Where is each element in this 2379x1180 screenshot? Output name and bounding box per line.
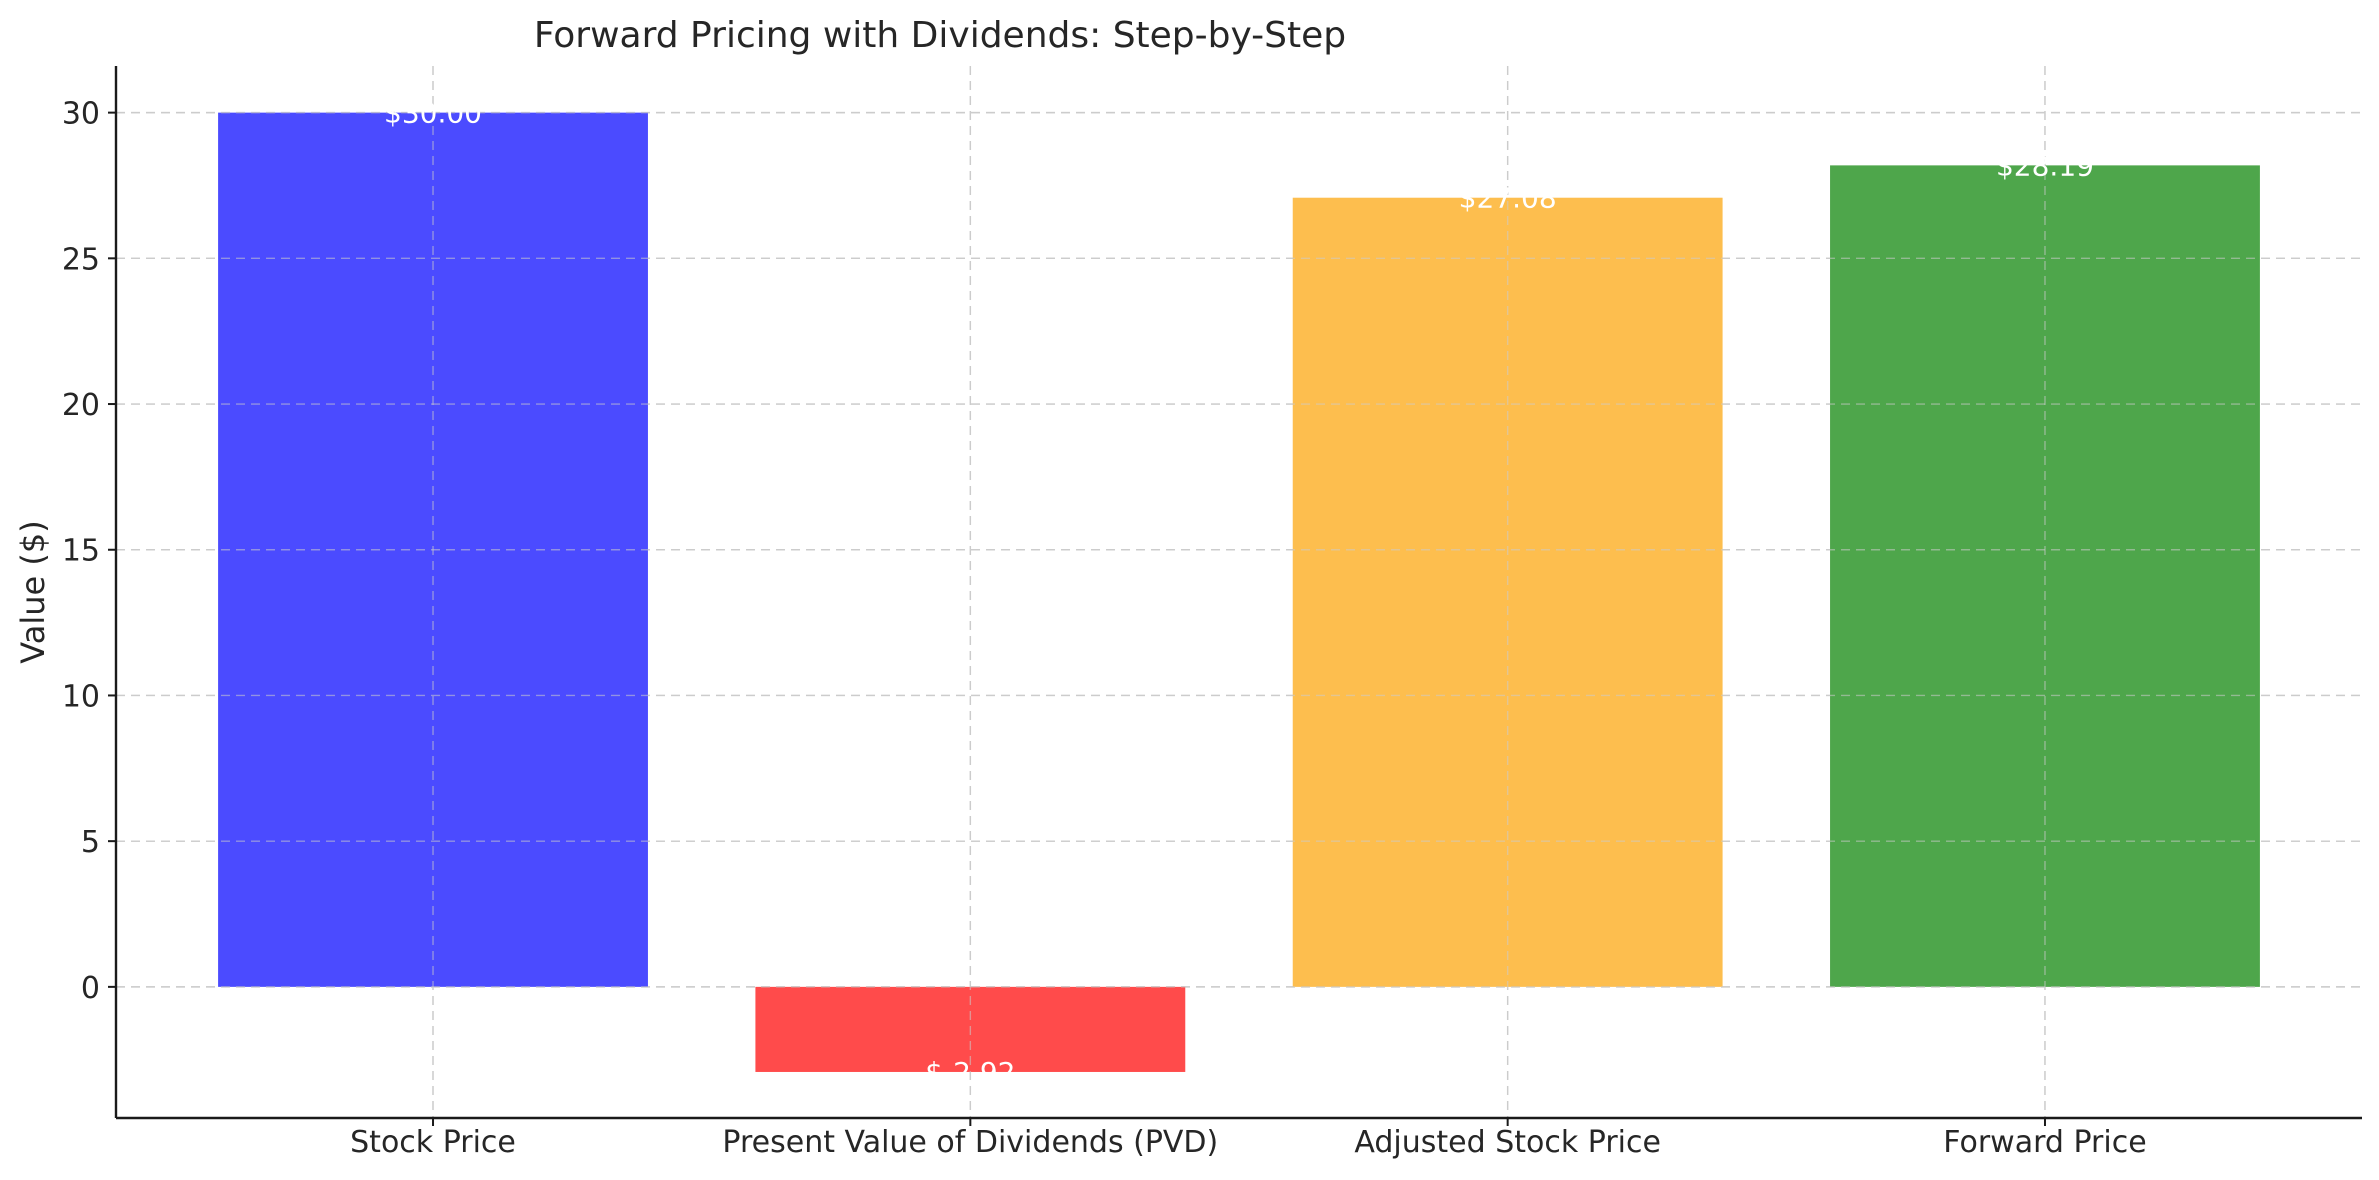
bar-value-label: $-2.92 bbox=[925, 1056, 1015, 1089]
x-tick-label: Adjusted Stock Price bbox=[1354, 1125, 1661, 1160]
y-tick-label: 25 bbox=[62, 242, 100, 277]
y-tick-label: 15 bbox=[62, 534, 100, 569]
bar-value-label: $28.19 bbox=[1996, 149, 2094, 182]
y-tick-label: 20 bbox=[62, 388, 100, 423]
y-tick-label: 0 bbox=[81, 971, 100, 1006]
y-tick-label: 10 bbox=[62, 679, 100, 714]
bars bbox=[116, 66, 2362, 1118]
y-tick-label: 30 bbox=[62, 97, 100, 132]
x-tick-label: Stock Price bbox=[350, 1125, 516, 1160]
x-ticks: Stock Price Present Value of Dividends (P… bbox=[350, 1118, 2147, 1160]
x-tick-label: Present Value of Dividends (PVD) bbox=[722, 1125, 1218, 1160]
chart-title: Forward Pricing with Dividends: Step-by-… bbox=[534, 15, 1346, 56]
bar-value-label: $27.08 bbox=[1459, 182, 1557, 215]
y-ticks: 0 5 10 15 20 25 30 bbox=[62, 97, 116, 1006]
bar-value-label: $30.00 bbox=[384, 97, 482, 130]
axes bbox=[114, 66, 2362, 1120]
x-tick-label: Forward Price bbox=[1943, 1125, 2146, 1160]
data-labels: $30.00 $-2.92 $27.08 $28.19 bbox=[384, 97, 2094, 1089]
y-tick-label: 5 bbox=[81, 825, 100, 860]
y-axis-label: Value ($) bbox=[14, 520, 52, 663]
